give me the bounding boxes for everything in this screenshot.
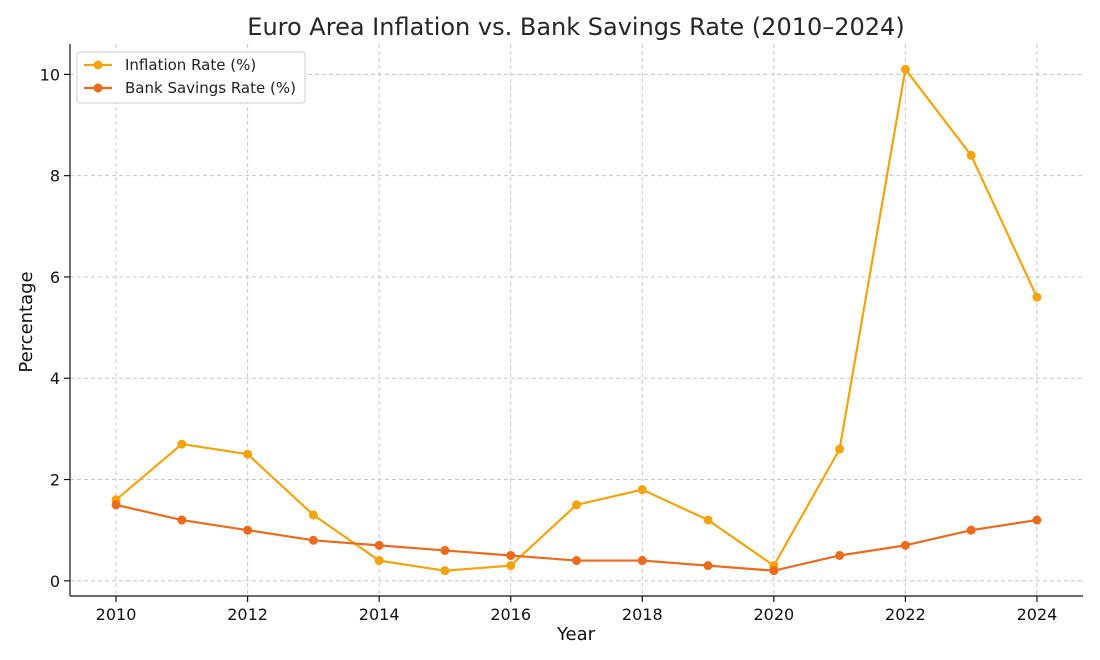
data-point <box>506 561 516 571</box>
y-tick-label: 10 <box>40 65 60 84</box>
data-point <box>900 64 910 74</box>
data-point <box>243 449 253 459</box>
data-point <box>703 515 713 525</box>
y-axis-label: Percentage <box>16 271 37 372</box>
data-point <box>506 550 516 560</box>
data-point <box>835 444 845 454</box>
legend: Inflation Rate (%) Bank Savings Rate (%) <box>76 51 306 104</box>
data-point <box>308 535 318 545</box>
legend-label: Inflation Rate (%) <box>125 56 256 74</box>
x-axis-label: Year <box>556 624 596 645</box>
series-line-1 <box>115 68 1038 572</box>
data-point <box>572 556 581 566</box>
x-tick-label: 2016 <box>490 605 531 624</box>
data-point <box>243 525 253 535</box>
y-tick-label: 2 <box>50 471 60 490</box>
data-point <box>374 540 384 550</box>
y-tick-label: 8 <box>50 167 60 186</box>
legend-label: Bank Savings Rate (%) <box>125 79 296 97</box>
data-point <box>1032 515 1042 525</box>
data-point <box>637 485 647 495</box>
data-point <box>374 556 384 566</box>
data-point <box>1032 292 1042 302</box>
chart-title: Euro Area Inflation vs. Bank Savings Rat… <box>247 13 904 41</box>
data-point <box>177 515 187 525</box>
data-point <box>177 439 187 449</box>
data-point <box>966 150 976 160</box>
data-point <box>966 525 976 535</box>
y-tick-label: 6 <box>50 268 60 287</box>
y-tick-label: 0 <box>50 572 60 591</box>
data-point <box>572 500 581 510</box>
data-point <box>111 500 121 510</box>
y-tick-label: 4 <box>50 369 60 388</box>
x-tick-label: 2020 <box>753 605 794 624</box>
x-tick-label: 2014 <box>359 605 400 624</box>
legend-swatch-marker <box>93 60 103 70</box>
legend-swatch-marker <box>93 83 103 93</box>
data-point <box>440 545 450 555</box>
x-tick-label: 2024 <box>1017 605 1058 624</box>
data-point <box>637 556 647 566</box>
data-point <box>308 510 318 520</box>
axes: 2010 2012 2014 2016 2018 2020 2022 2024 0 2 4 6 8 10 <box>40 44 1083 624</box>
data-point <box>835 550 845 560</box>
legend-box <box>76 51 306 104</box>
x-tick-label: 2010 <box>96 605 137 624</box>
x-tick-label: 2012 <box>227 605 268 624</box>
data-point <box>900 540 910 550</box>
x-tick-label: 2018 <box>622 605 663 624</box>
data-point <box>703 561 713 571</box>
data-point <box>769 566 779 576</box>
data-point <box>440 566 450 576</box>
x-tick-label: 2022 <box>885 605 926 624</box>
grid-lines <box>70 44 1083 596</box>
series-layer <box>111 64 1042 576</box>
